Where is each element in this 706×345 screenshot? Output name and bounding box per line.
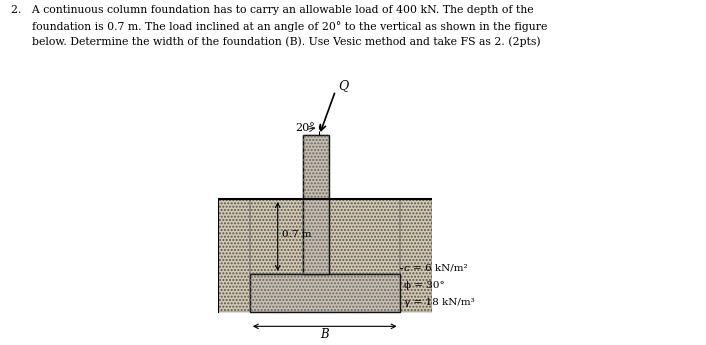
Bar xyxy=(304,135,329,274)
Bar xyxy=(400,199,431,313)
Bar xyxy=(304,135,329,274)
Text: Q: Q xyxy=(338,80,348,92)
Text: 0.7 m: 0.7 m xyxy=(282,230,311,239)
Bar xyxy=(250,199,304,274)
Text: 2.   A continuous column foundation has to carry an allowable load of 400 kN. Th: 2. A continuous column foundation has to… xyxy=(11,5,533,15)
Text: c = 6 kN/m²: c = 6 kN/m² xyxy=(404,263,467,272)
Bar xyxy=(250,274,400,313)
Bar xyxy=(400,199,431,313)
Bar xyxy=(250,274,400,313)
Text: γ = 18 kN/m³: γ = 18 kN/m³ xyxy=(404,298,474,307)
Bar xyxy=(218,199,250,313)
Text: below. Determine the width of the foundation (B). Use Vesic method and take FS a: below. Determine the width of the founda… xyxy=(11,36,540,47)
Bar xyxy=(250,199,304,274)
Text: B: B xyxy=(321,328,329,342)
Text: foundation is 0.7 m. The load inclined at an angle of 20° to the vertical as sho: foundation is 0.7 m. The load inclined a… xyxy=(11,21,547,32)
Bar xyxy=(329,199,400,274)
Bar xyxy=(329,199,400,274)
Bar xyxy=(218,199,250,313)
Text: 20°: 20° xyxy=(295,123,315,133)
Text: ϕ = 30°: ϕ = 30° xyxy=(404,281,445,290)
